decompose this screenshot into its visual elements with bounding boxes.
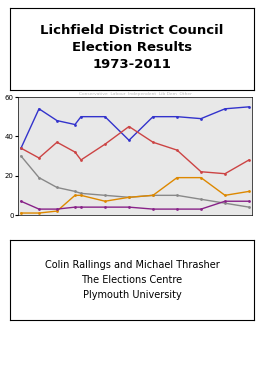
Text: Lichfield District Council
Election Results
1973-2011: Lichfield District Council Election Resu…: [40, 24, 224, 71]
Text: Colin Rallings and Michael Thrasher
The Elections Centre
Plymouth University: Colin Rallings and Michael Thrasher The …: [45, 260, 219, 300]
Text: Conservative  Labour  Independent  Lib Dem  Other: Conservative Labour Independent Lib Dem …: [79, 93, 191, 96]
